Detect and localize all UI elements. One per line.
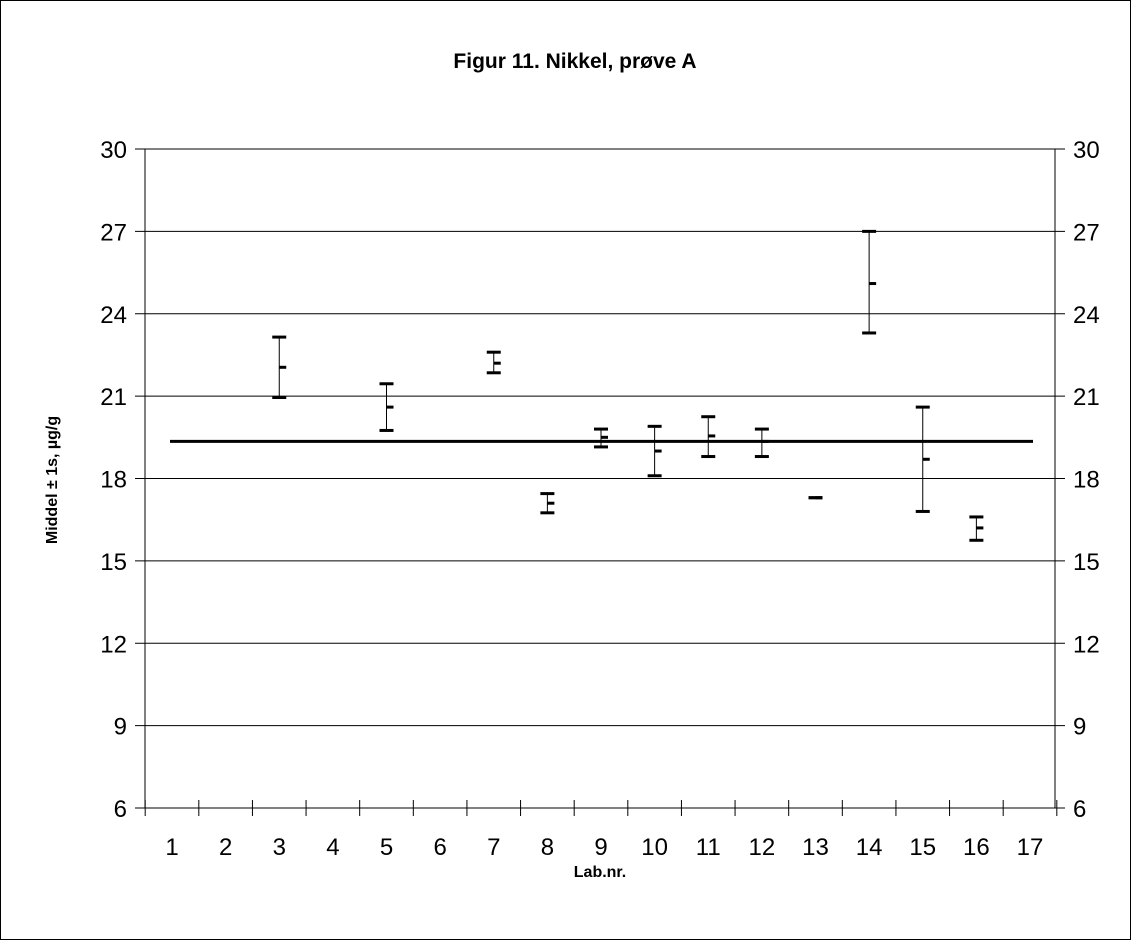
- x-tick-label: 13: [802, 834, 829, 861]
- error-bar-lab-10: [647, 424, 662, 478]
- x-tick-label: 15: [909, 834, 936, 861]
- y-axis-title: Middel ± 1s, µg/g: [44, 416, 61, 544]
- y-tick-label: 6: [114, 796, 127, 823]
- error-bar-lab-5: [379, 382, 394, 432]
- y2-tick-label: 15: [1073, 549, 1100, 576]
- y-tick-label: 12: [100, 631, 127, 658]
- y-tick-label: 15: [100, 549, 127, 576]
- y-tick-label: 18: [100, 467, 127, 494]
- error-bar-lab-8: [540, 492, 555, 515]
- y-tick-label: 27: [100, 219, 127, 246]
- y2-tick-label: 12: [1073, 631, 1100, 658]
- x-tick-label: 16: [963, 834, 990, 861]
- y2-tick-label: 21: [1073, 384, 1100, 411]
- error-bar-lab-11: [701, 415, 716, 459]
- x-tick-label: 11: [696, 834, 721, 861]
- x-tick-label: 6: [433, 834, 446, 861]
- y2-tick-label: 9: [1073, 714, 1086, 741]
- error-bars: [272, 229, 984, 542]
- x-tick-label: 2: [219, 834, 232, 861]
- x-tick-label: 10: [641, 834, 668, 861]
- x-tick-label: 7: [487, 834, 500, 861]
- error-bar-lab-14: [862, 229, 877, 335]
- grid-lines: [145, 148, 1055, 809]
- x-tick-label: 8: [541, 834, 554, 861]
- x-tick-label: 3: [273, 834, 286, 861]
- y-tick-label: 24: [100, 302, 127, 329]
- x-axis-title: Lab.nr.: [574, 864, 626, 881]
- error-bar-lab-3: [272, 335, 287, 399]
- x-tick-label: 1: [165, 834, 178, 861]
- x-tick-label: 5: [380, 834, 393, 861]
- y-tick-label: 30: [100, 137, 127, 164]
- y-tick-label: 9: [114, 714, 127, 741]
- chart-title: Figur 11. Nikkel, prøve A: [453, 50, 696, 73]
- axes: [135, 148, 1065, 816]
- x-tick-label: 14: [856, 834, 883, 861]
- error-bar-lab-12: [754, 427, 769, 459]
- y2-tick-label: 24: [1073, 302, 1100, 329]
- y-tick-label: 21: [100, 384, 127, 411]
- error-bar-lab-7: [486, 350, 501, 375]
- error-bar-lab-16: [969, 515, 984, 542]
- y2-tick-label: 27: [1073, 219, 1100, 246]
- x-tick-label: 12: [749, 834, 776, 861]
- x-tick-label: 17: [1017, 834, 1044, 861]
- error-bar-lab-9: [594, 427, 608, 449]
- x-tick-label: 4: [326, 834, 339, 861]
- y2-tick-label: 6: [1073, 796, 1086, 823]
- y2-tick-label: 18: [1073, 467, 1100, 494]
- x-tick-label: 9: [594, 834, 607, 861]
- error-bar-lab-15: [915, 405, 930, 513]
- y2-tick-label: 30: [1073, 137, 1100, 164]
